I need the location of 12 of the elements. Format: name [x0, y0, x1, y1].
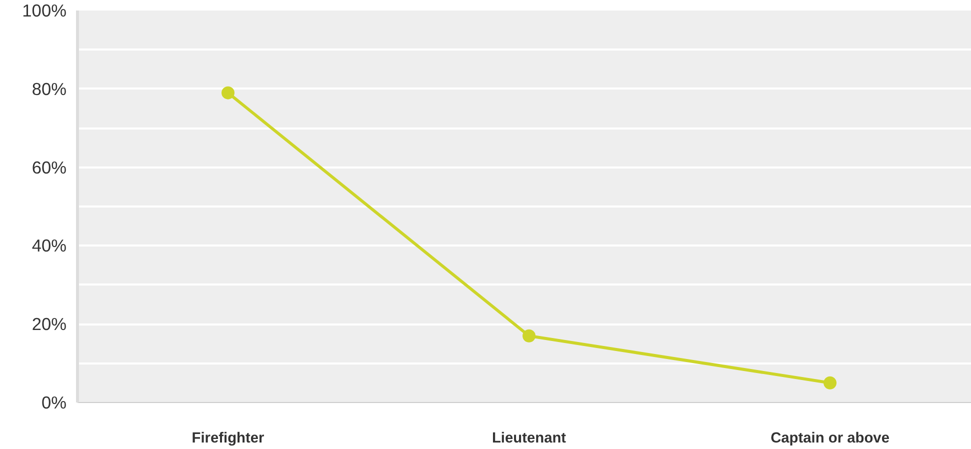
point	[222, 86, 235, 100]
y-tick-label: 60%	[32, 157, 67, 178]
y-tick-label: 40%	[32, 236, 67, 256]
y-tick-label: 100%	[22, 0, 67, 20]
x-tick-label: Firefighter	[192, 430, 265, 446]
y-tick-label: 0%	[41, 392, 66, 412]
y-tick-label: 20%	[32, 314, 67, 334]
point	[522, 329, 536, 342]
point	[824, 376, 837, 390]
x-tick-label: Captain or above	[770, 430, 890, 446]
x-tick-label: Lieutenant	[492, 430, 566, 446]
y-tick-label: 80%	[32, 78, 67, 99]
